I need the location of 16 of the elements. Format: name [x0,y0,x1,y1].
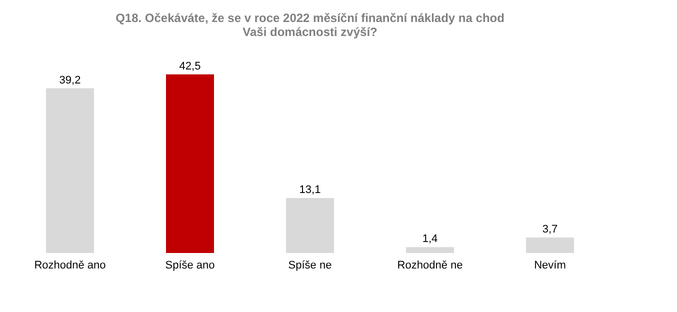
data-label: 42,5 [179,60,201,72]
x-tick-label: Rozhodně ne [397,260,463,272]
bar [526,237,574,253]
chart-title: Q18. Očekáváte, že se v roce 2022 měsíční finanční náklady na chod Vaši domácnosti zvýší? [116,11,504,39]
x-tick-label: Spíše ano [165,260,215,272]
data-label: 3,7 [542,223,558,236]
x-tick-label: Rozhodně ano [34,260,106,272]
x-tick-label: Nevím [534,260,566,272]
bar [406,247,454,253]
data-label: 39,2 [59,74,81,86]
bar [286,198,334,253]
data-label: 1,4 [422,233,438,246]
x-tick-label: Spíše ne [288,260,332,272]
bar [46,88,94,253]
bar [166,74,214,253]
data-label: 13,1 [299,184,321,196]
